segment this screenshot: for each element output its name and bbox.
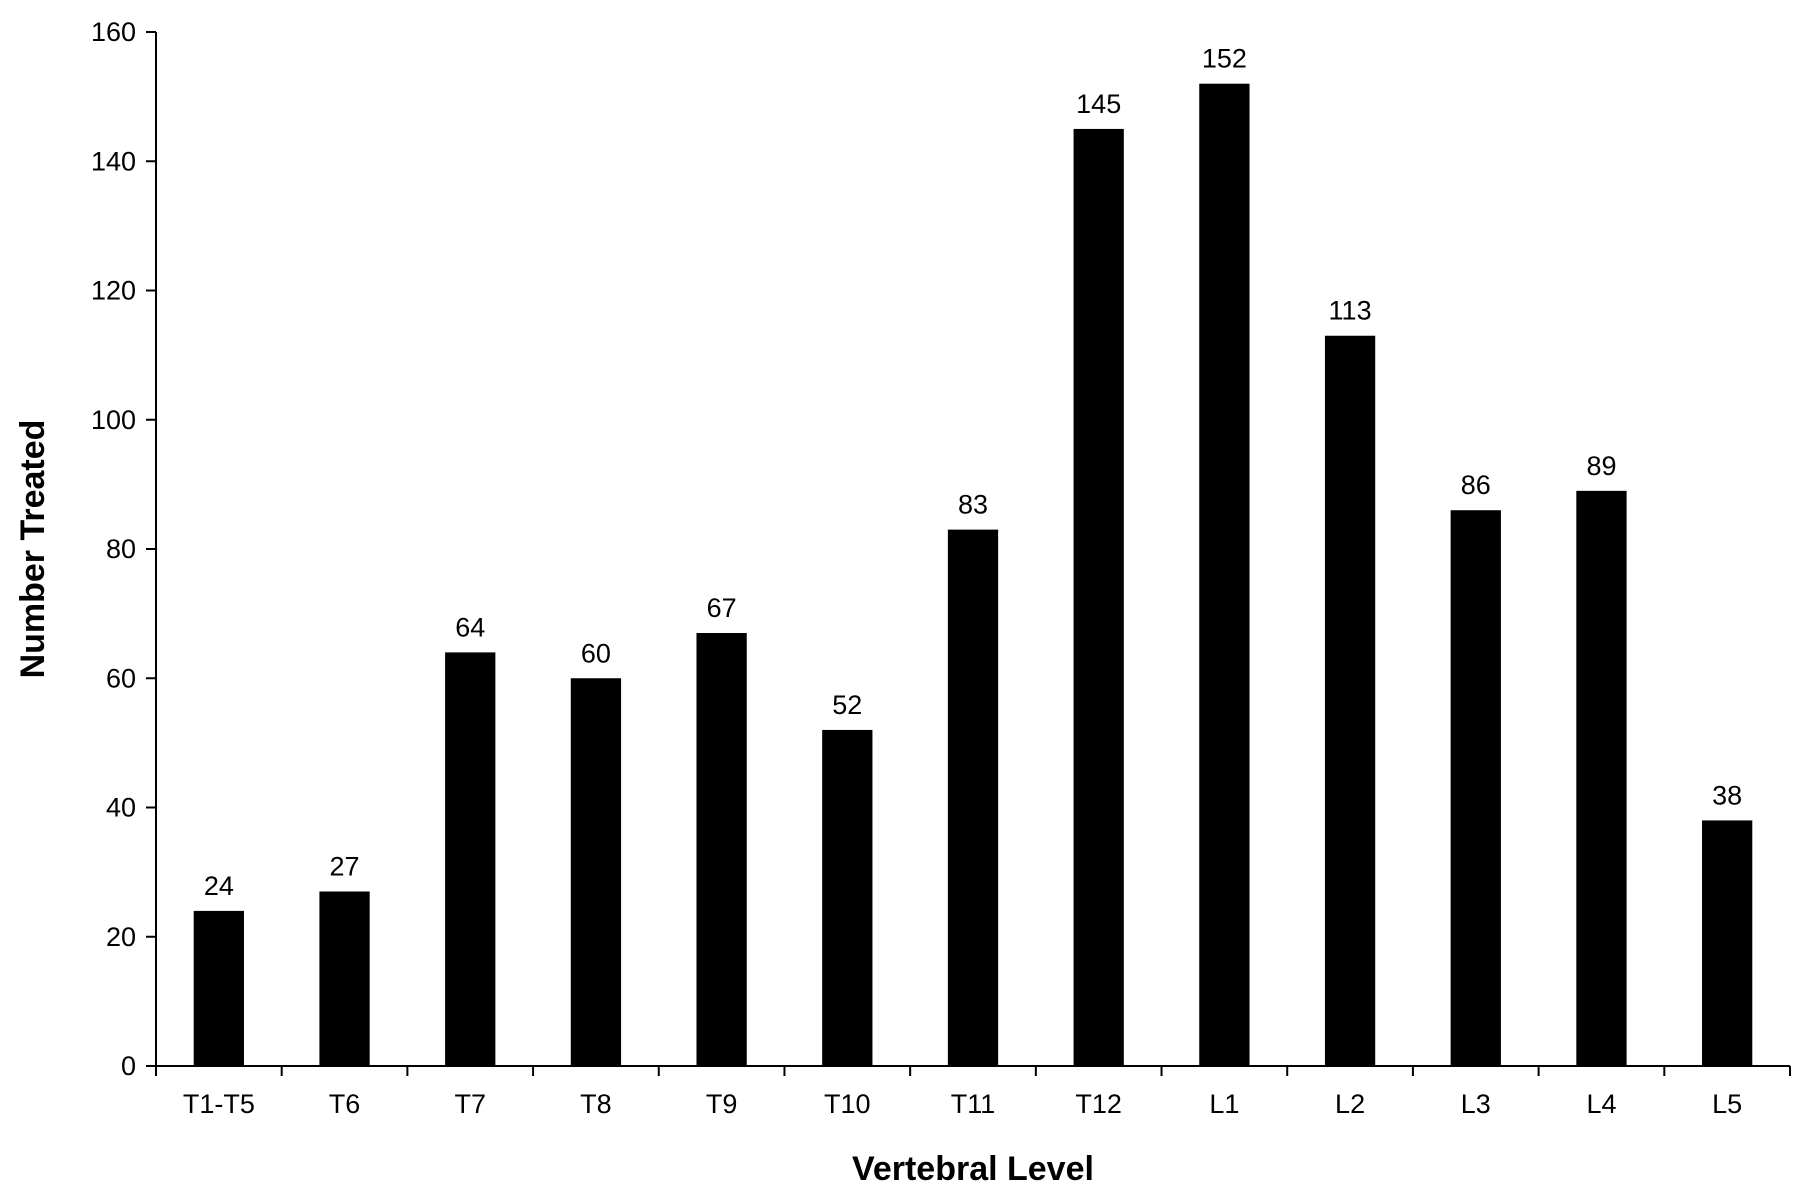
bar bbox=[947, 529, 999, 1066]
x-tick-label: T1-T5 bbox=[183, 1089, 255, 1119]
y-tick-label: 40 bbox=[106, 793, 136, 823]
y-tick-label: 60 bbox=[106, 663, 136, 693]
x-tick-label: T7 bbox=[454, 1089, 486, 1119]
y-ticks-group: 0 20 40 60 80 100 120 140 160 bbox=[91, 17, 156, 1081]
bar bbox=[1199, 83, 1250, 1066]
x-tick-label: L2 bbox=[1335, 1089, 1365, 1119]
bar-value-label: 52 bbox=[832, 690, 862, 720]
x-tick-label: T6 bbox=[329, 1089, 361, 1119]
x-tick-label: T9 bbox=[706, 1089, 738, 1119]
x-tick-label: T11 bbox=[951, 1089, 996, 1119]
bar-value-label: 152 bbox=[1202, 44, 1247, 74]
x-tick-label: L4 bbox=[1586, 1089, 1616, 1119]
x-ticks-group: T1-T5 T6 T7 T8 T9 T10 T11 T12 L1 L2 L3 L4 L5 bbox=[155, 1066, 1791, 1119]
bar bbox=[570, 678, 622, 1066]
x-tick-label: T12 bbox=[1075, 1089, 1122, 1119]
x-tick-label: L5 bbox=[1712, 1089, 1742, 1119]
bar bbox=[1073, 128, 1124, 1066]
bar-value-label: 67 bbox=[707, 593, 737, 623]
value-labels-group: 24 27 64 60 67 52 83 145 152 113 86 89 38 bbox=[204, 44, 1742, 901]
bar-value-label: 60 bbox=[581, 638, 611, 668]
y-tick-label: 80 bbox=[106, 534, 136, 564]
x-tick-label: T10 bbox=[824, 1089, 871, 1119]
bar-value-label: 64 bbox=[455, 612, 485, 642]
bar-value-label: 89 bbox=[1586, 451, 1616, 481]
bar-value-label: 24 bbox=[204, 871, 234, 901]
bar bbox=[1450, 510, 1501, 1067]
x-tick-label: L3 bbox=[1461, 1089, 1491, 1119]
bar bbox=[696, 633, 747, 1066]
bar-value-label: 86 bbox=[1461, 470, 1491, 500]
bar-value-label: 145 bbox=[1076, 89, 1121, 119]
y-tick-label: 100 bbox=[91, 405, 136, 435]
bar-value-label: 38 bbox=[1712, 780, 1742, 810]
y-tick-label: 160 bbox=[91, 17, 136, 47]
y-axis-title: Number Treated bbox=[14, 420, 52, 679]
x-axis-title: Vertebral Level bbox=[852, 1150, 1094, 1188]
bar-value-label: 113 bbox=[1329, 296, 1372, 326]
bar-value-label: 83 bbox=[958, 490, 988, 520]
bar bbox=[1324, 335, 1376, 1066]
y-tick-label: 120 bbox=[91, 276, 136, 306]
bar-value-label: 27 bbox=[330, 852, 360, 882]
x-tick-label: L1 bbox=[1209, 1089, 1239, 1119]
y-tick-label: 140 bbox=[91, 146, 136, 176]
bar bbox=[319, 891, 370, 1066]
x-tick-label: T8 bbox=[580, 1089, 612, 1119]
bar bbox=[193, 910, 244, 1066]
bar bbox=[822, 729, 873, 1066]
bars-group bbox=[193, 83, 1753, 1067]
bar bbox=[1576, 490, 1627, 1066]
y-tick-label: 20 bbox=[106, 922, 136, 952]
y-tick-label: 0 bbox=[121, 1051, 136, 1081]
bar bbox=[445, 652, 496, 1066]
bar bbox=[1702, 820, 1753, 1066]
